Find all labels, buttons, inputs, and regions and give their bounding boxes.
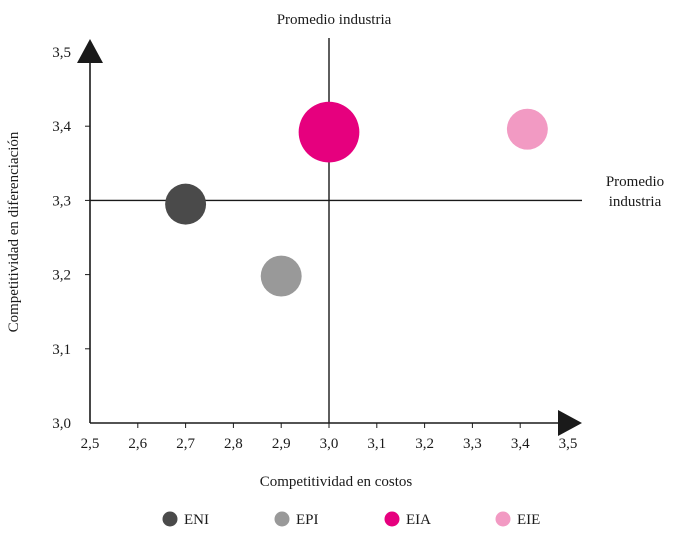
legend-label-eni: ENI (184, 512, 209, 528)
y-tick-label: 3,1 (52, 342, 71, 358)
bubble-eie (506, 108, 548, 150)
y-axis-arrowhead (77, 39, 103, 63)
x-tick-label: 3,0 (320, 436, 339, 452)
y-tick-label: 3,4 (52, 119, 71, 135)
bubble-epi (260, 255, 302, 297)
x-tick-label: 2,6 (128, 436, 147, 452)
legend-swatch-eia (384, 511, 400, 527)
legend: ENI EPI EIA EIE (162, 511, 540, 528)
y-tick-label: 3,0 (52, 416, 71, 432)
x-axis-label: Competitividad en costos (260, 474, 413, 490)
bubble-eia (298, 101, 360, 163)
x-tick-label: 3,3 (463, 436, 482, 452)
horizontal-reference-label-line1: Promedio (606, 174, 664, 190)
x-tick-label: 3,1 (367, 436, 386, 452)
axes (77, 39, 582, 436)
y-axis-label: Competitividad en diferenciación (6, 131, 22, 332)
reference-lines (90, 38, 582, 423)
bubbles (165, 101, 548, 297)
legend-swatch-epi (274, 511, 290, 527)
legend-label-eie: EIE (517, 512, 540, 528)
x-tick-label: 2,5 (81, 436, 100, 452)
bubble-eni (165, 183, 207, 225)
horizontal-reference-label-line2: industria (609, 194, 662, 210)
x-tick-label: 2,8 (224, 436, 243, 452)
legend-swatch-eie (495, 511, 511, 527)
vertical-reference-label: Promedio industria (277, 12, 392, 28)
legend-label-epi: EPI (296, 512, 319, 528)
tick-labels: 2,5 2,6 2,7 2,8 2,9 3,0 3,1 3,2 3,3 3,4 3,5 3,0 3,1 3… (52, 45, 577, 452)
legend-swatch-eni (162, 511, 178, 527)
x-tick-label: 2,7 (176, 436, 195, 452)
x-tick-label: 2,9 (272, 436, 291, 452)
y-tick-label: 3,3 (52, 193, 71, 209)
y-tick-label: 3,5 (52, 45, 71, 61)
x-tick-label: 3,2 (415, 436, 434, 452)
x-tick-label: 3,4 (511, 436, 530, 452)
x-tick-label: 3,5 (559, 436, 578, 452)
x-axis-arrowhead (558, 410, 582, 436)
y-tick-label: 3,2 (52, 268, 71, 284)
legend-label-eia: EIA (406, 512, 431, 528)
